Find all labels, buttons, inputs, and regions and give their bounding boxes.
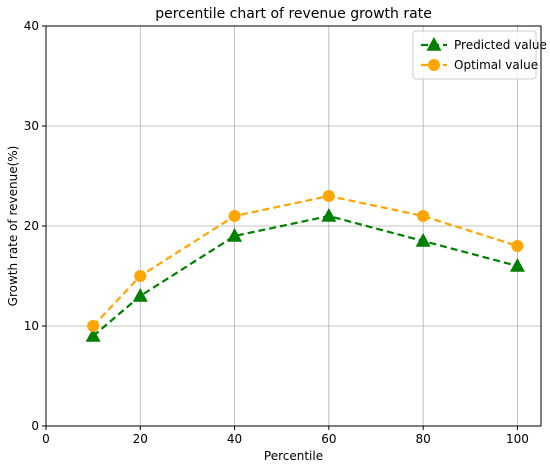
grid-layer [46, 25, 541, 426]
data-point [511, 240, 524, 252]
data-point [132, 287, 148, 302]
series-optimal [87, 190, 524, 332]
data-point [321, 207, 337, 222]
legend-marker [426, 36, 442, 51]
series-predicted [85, 207, 525, 342]
legend-marker [428, 59, 440, 71]
data-point [87, 320, 100, 332]
x-axis-label: Percentile [264, 449, 323, 463]
series-layer [85, 190, 525, 342]
x-tick-label: 100 [506, 432, 529, 446]
x-tick-label: 20 [133, 432, 148, 446]
y-tick-label: 30 [24, 119, 39, 133]
legend-item: Predicted value [421, 36, 547, 52]
x-tick-label: 80 [416, 432, 431, 446]
legend-label: Predicted value [454, 38, 547, 52]
legend-label: Optimal value [454, 58, 538, 72]
chart-title: percentile chart of revenue growth rate [155, 6, 432, 22]
data-point [417, 210, 430, 222]
y-tick-label: 0 [31, 419, 39, 433]
y-tick-label: 40 [24, 19, 39, 33]
data-point [134, 270, 147, 282]
x-tick-label: 60 [321, 432, 336, 446]
series-line [92, 194, 518, 327]
data-point [509, 257, 525, 272]
y-tick-label: 10 [24, 319, 39, 333]
data-point [228, 210, 241, 222]
y-axis-label: Growth rate of revenue(%) [6, 146, 20, 307]
legend-box [412, 30, 537, 80]
data-point [415, 232, 431, 247]
x-tick-label: 0 [42, 432, 50, 446]
x-tick-label: 40 [227, 432, 242, 446]
series-line [92, 214, 518, 337]
y-tick-label: 20 [24, 219, 39, 233]
legend-item: Optimal value [421, 58, 538, 72]
data-point [85, 327, 101, 342]
legend: Predicted value Optimal value [412, 30, 547, 80]
data-point [322, 190, 335, 202]
axes-layer: 0 20 40 60 80 100 0 10 20 30 40 [24, 19, 542, 446]
data-point [227, 227, 243, 242]
